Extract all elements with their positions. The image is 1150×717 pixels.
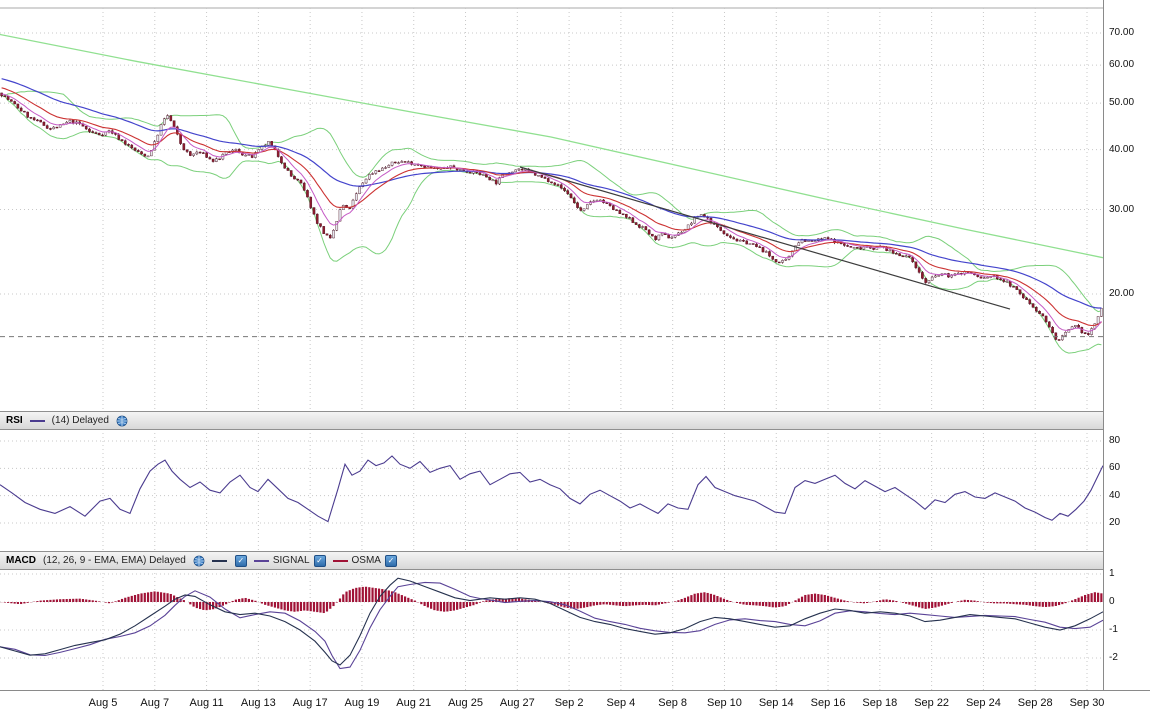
macd-visibility-checkbox[interactable]: ✓	[234, 554, 247, 567]
macd-lines	[0, 577, 1103, 670]
x-axis-label: Aug 13	[240, 697, 276, 709]
x-axis-label: Aug 27	[499, 697, 535, 709]
macd-line-toggle: ✓	[211, 554, 247, 567]
x-axis-label: Aug 5	[88, 697, 118, 709]
y-axis-label: 70.00	[1109, 27, 1135, 38]
y-axis-label: 20.00	[1109, 287, 1135, 299]
x-axis-label: Sep 30	[1069, 697, 1105, 709]
delayed-globe-icon	[193, 555, 205, 567]
osma-series-swatch	[332, 559, 348, 562]
y-axis-label: 60.00	[1109, 59, 1135, 71]
y-axis-label: 1	[1109, 568, 1115, 579]
x-axis-label: Sep 24	[965, 697, 1001, 709]
y-axis-label: -1	[1109, 624, 1118, 635]
time-axis[interactable]: Aug 5 Aug 7 Aug 11 Aug 13 Aug 17 Aug 19 Aug 21…	[0, 690, 1150, 717]
y-axis-label: 30.00	[1109, 203, 1135, 215]
value-axis-column[interactable]: 70.00 60.00 50.00 40.00 30.00 20.00 80 60 40 20 1 0…	[1103, 0, 1150, 690]
macd-histogram	[0, 586, 1103, 614]
signal-visibility-checkbox[interactable]: ✓	[313, 554, 326, 567]
macd-params: (12, 26, 9 - EMA, EMA) Delayed	[43, 555, 186, 566]
osma-series-toggle: OSMA ✓	[332, 554, 397, 567]
x-axis-label: Aug 25	[448, 697, 483, 709]
x-axis-label: Aug 7	[140, 697, 170, 709]
rsi-params: (14) Delayed	[51, 415, 109, 426]
rsi-line-swatch	[29, 419, 45, 422]
y-axis-label: 20	[1109, 517, 1121, 528]
macd-title: MACD	[6, 555, 36, 566]
bollinger-bands	[1, 90, 1102, 354]
x-axis-label: Sep 14	[758, 697, 794, 709]
trendline[interactable]	[519, 166, 1011, 310]
x-axis-label: Sep 2	[554, 697, 584, 709]
delayed-globe-icon	[116, 415, 128, 427]
x-axis-label: Aug 19	[344, 697, 380, 709]
x-axis-label: Sep 28	[1017, 697, 1053, 709]
x-axis-label: Aug 17	[292, 697, 328, 709]
x-axis-label: Sep 4	[606, 697, 636, 709]
signal-line-toggle: SIGNAL ✓	[253, 554, 326, 567]
x-axis-label: Sep 8	[658, 697, 688, 709]
y-axis-label: -2	[1109, 652, 1118, 663]
rsi-line	[0, 455, 1103, 523]
x-axis-label: Aug 21	[396, 697, 432, 709]
signal-line-swatch	[253, 559, 269, 562]
x-axis-label: Aug 11	[189, 697, 224, 709]
long-ma-line	[0, 33, 1103, 259]
macd-line-swatch	[211, 559, 227, 562]
y-axis-label: 50.00	[1109, 97, 1135, 109]
gridlines	[0, 7, 1103, 690]
chart-canvas[interactable]	[0, 0, 1103, 690]
y-axis-label: 80	[1109, 435, 1121, 446]
osma-label: OSMA	[351, 555, 381, 566]
y-axis-label: 0	[1109, 596, 1115, 607]
y-axis-label: 60	[1109, 462, 1121, 474]
signal-label: SIGNAL	[272, 555, 310, 566]
rsi-title: RSI	[6, 415, 23, 426]
y-axis-label: 40.00	[1109, 143, 1135, 155]
y-axis-label: 40	[1109, 489, 1121, 501]
macd-legend-bar: MACD (12, 26, 9 - EMA, EMA) Delayed ✓ SI…	[0, 551, 1103, 570]
rsi-legend-bar: RSI (14) Delayed	[0, 411, 1103, 430]
x-axis-label: Sep 18	[862, 697, 898, 709]
x-axis-label: Sep 22	[914, 697, 950, 709]
x-axis-label: Sep 10	[707, 697, 742, 709]
osma-visibility-checkbox[interactable]: ✓	[384, 554, 397, 567]
x-axis-label: Sep 16	[810, 697, 846, 709]
